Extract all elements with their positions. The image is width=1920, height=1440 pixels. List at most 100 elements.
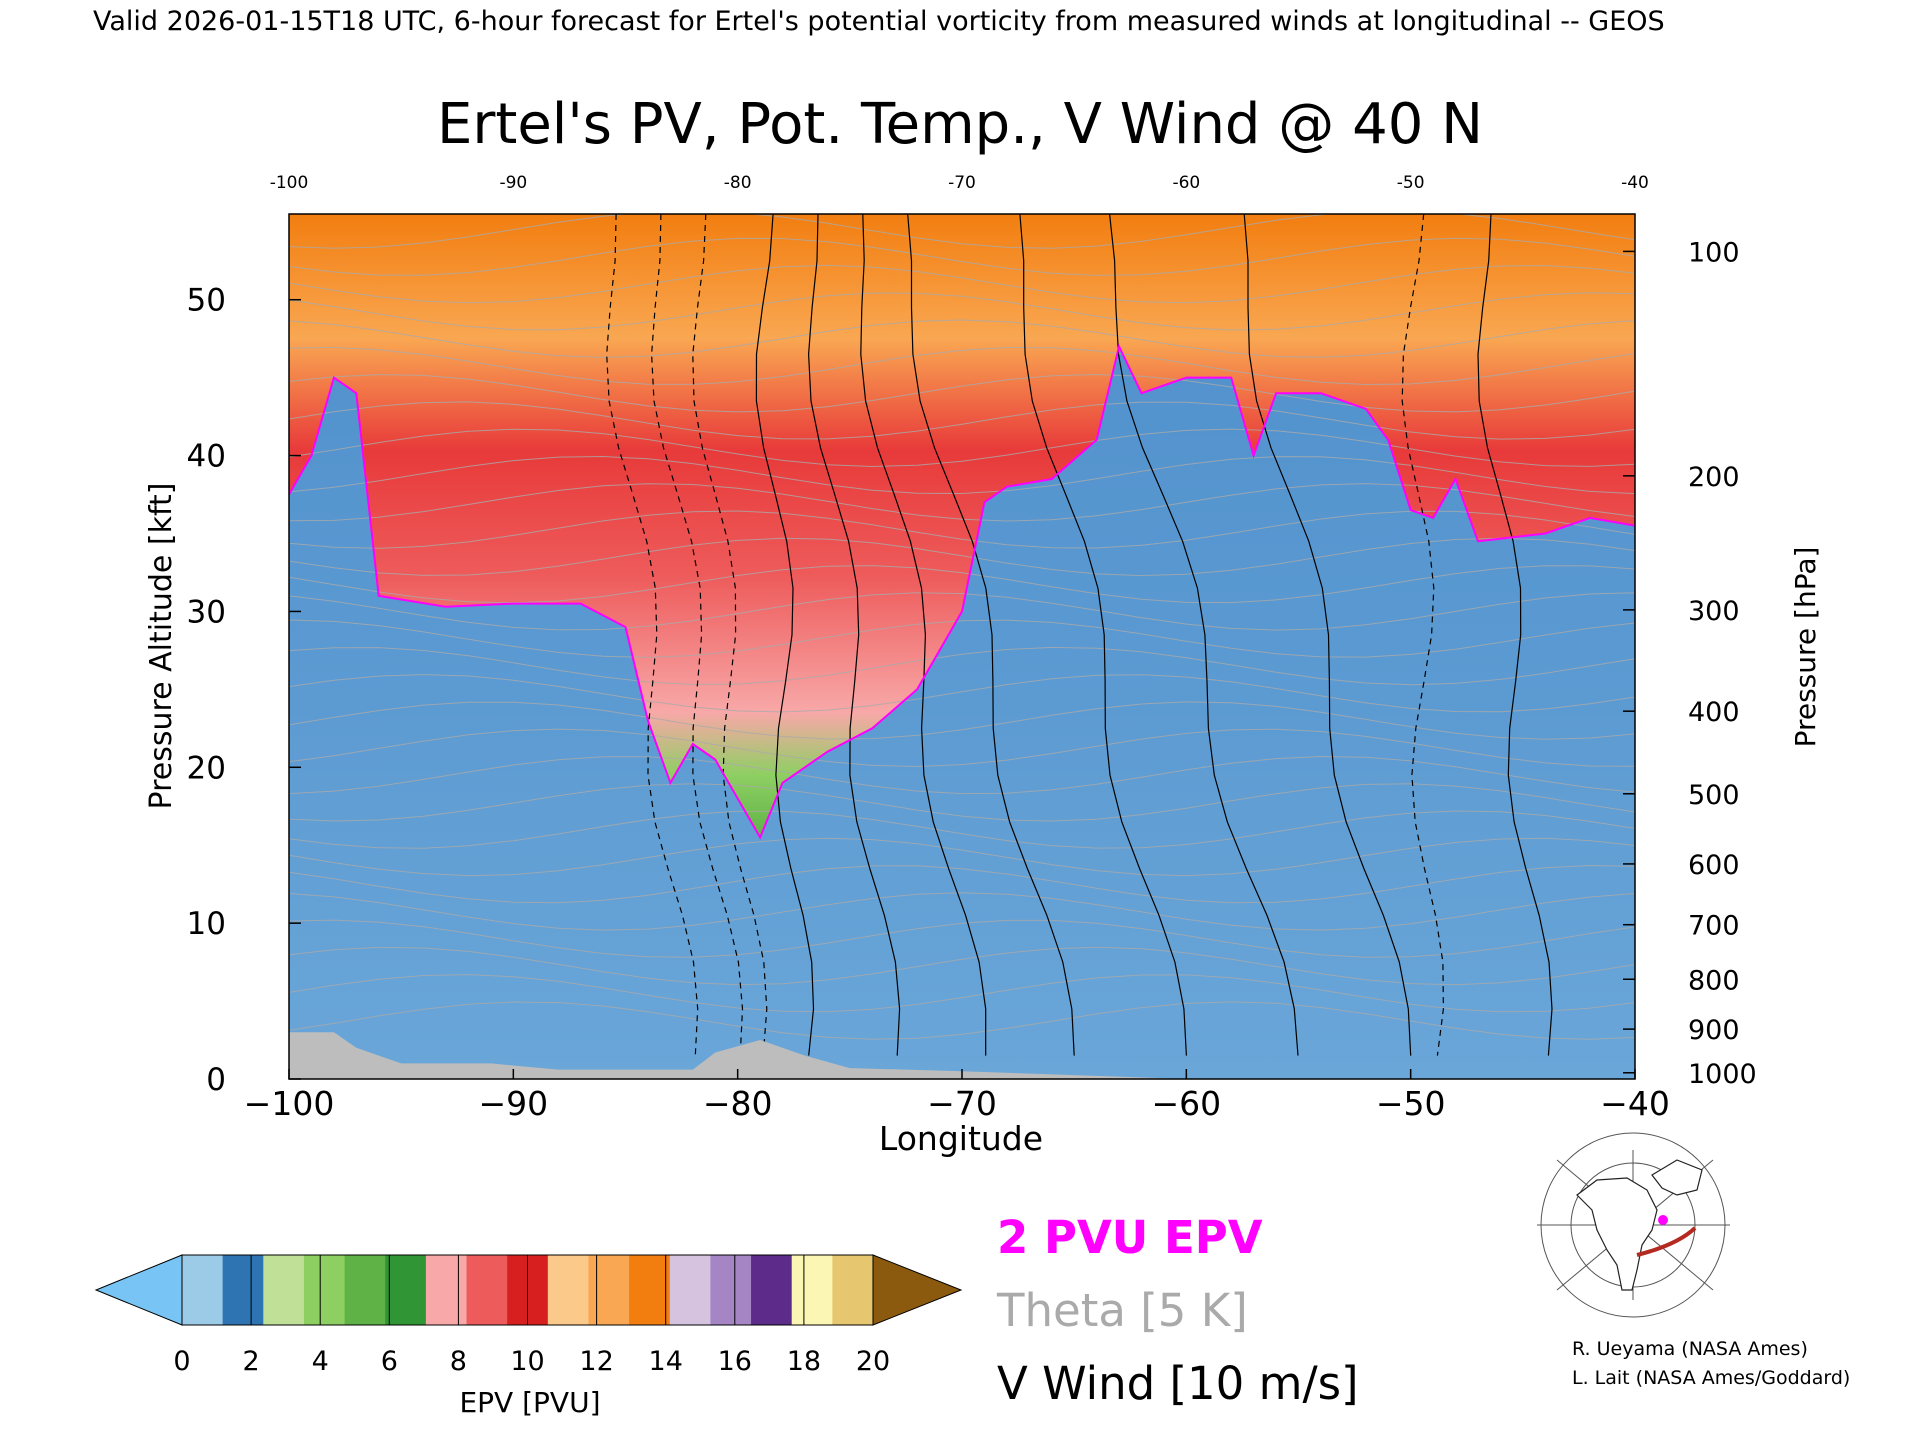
- x-axis-top: -100 -90 -80 -70 -60 -50 -40: [270, 173, 1649, 193]
- colorbar-swatch: [751, 1255, 793, 1325]
- theta-contour: [289, 592, 1635, 631]
- x-top-tick-label: -50: [1397, 173, 1425, 193]
- theta-contour: [289, 537, 1635, 577]
- colorbar-swatch: [588, 1255, 630, 1325]
- colorbar-tick-label: 20: [856, 1346, 890, 1377]
- theta-contour: [289, 455, 1635, 495]
- theta-contour: [289, 1001, 1635, 1040]
- wind-contour: [807, 214, 901, 1056]
- y2-axis-label: Pressure [hPa]: [1789, 547, 1822, 748]
- theta-contour: [289, 346, 1635, 386]
- colorbar-swatch: [344, 1255, 386, 1325]
- theta-contour: [289, 428, 1635, 468]
- theta-contour: [289, 892, 1635, 931]
- wind-contour: [1019, 214, 1187, 1056]
- x-top-tick-label: -100: [270, 173, 309, 193]
- theta-contour: [289, 755, 1635, 795]
- y-axis-left: 0 10 20 30 40 50: [187, 283, 301, 1098]
- theta-contour: [289, 401, 1635, 440]
- colorbar-swatch: [791, 1255, 833, 1325]
- y-tick-label: 50: [187, 283, 226, 319]
- colorbar-swatch: [263, 1255, 305, 1325]
- credit-line-2: L. Lait (NASA Ames/Goddard): [1572, 1367, 1850, 1389]
- pv2-tropopause-line: [289, 343, 1635, 840]
- theta-contour: [289, 292, 1635, 331]
- theta-contour: [289, 214, 1635, 249]
- colorbar-tick-label: 4: [312, 1346, 329, 1377]
- theta-contour: [289, 319, 1635, 358]
- x-tick-label: −50: [1376, 1084, 1446, 1123]
- theta-contour: [289, 237, 1635, 276]
- x-tick-label: −60: [1152, 1084, 1222, 1123]
- x-top-tick-label: -80: [724, 173, 752, 193]
- colorbar: 0 2 4 6 8 10 12 14 16 18 20: [94, 1254, 963, 1377]
- theta-contour: [289, 619, 1635, 658]
- colorbar-swatch: [629, 1255, 671, 1325]
- colorbar-swatch: [182, 1255, 224, 1325]
- colorbar-tick-label: 8: [450, 1346, 467, 1377]
- colorbar-swatch: [385, 1255, 427, 1325]
- legend-theta: Theta [5 K]: [996, 1284, 1248, 1337]
- colorbar-swatch: [466, 1255, 508, 1325]
- colorbar-tick-label: 6: [381, 1346, 398, 1377]
- x-top-tick-label: -40: [1621, 173, 1649, 193]
- wind-contour: [755, 214, 815, 1056]
- wind-contour: [907, 214, 1075, 1056]
- colorbar-tick-label: 14: [649, 1346, 683, 1377]
- pressure-tick-label: 800: [1688, 965, 1740, 996]
- pressure-tick-label: 500: [1688, 780, 1740, 811]
- pressure-tick-label: 200: [1688, 462, 1740, 493]
- x-top-tick-label: -60: [1172, 173, 1200, 193]
- x-tick-label: −40: [1600, 1084, 1670, 1123]
- y-tick-label: 40: [187, 439, 226, 475]
- colorbar-tick-label: 0: [173, 1346, 190, 1377]
- colorbar-tick-label: 2: [243, 1346, 260, 1377]
- colorbar-swatch: [547, 1255, 589, 1325]
- theta-contour: [289, 810, 1635, 849]
- colorbar-swatch: [222, 1255, 264, 1325]
- theta-contour: [289, 646, 1635, 686]
- pressure-tick-label: 400: [1688, 697, 1740, 728]
- header-text: Valid 2026-01-15T18 UTC, 6-hour forecast…: [93, 6, 1665, 37]
- colorbar-swatch: [669, 1255, 711, 1325]
- theta-contour: [289, 674, 1635, 713]
- inset-map: [1537, 1132, 1730, 1318]
- theta-contour: [289, 701, 1635, 740]
- theta-contour: [289, 783, 1635, 822]
- y-tick-label: 0: [206, 1062, 226, 1098]
- colorbar-swatch: [832, 1255, 874, 1325]
- pressure-tick-label: 1000: [1688, 1059, 1757, 1090]
- chart-title: Ertel's PV, Pot. Temp., V Wind @ 40 N: [437, 92, 1483, 157]
- wind-contour: [1477, 214, 1553, 1056]
- theta-contour: [289, 864, 1635, 904]
- terrain-fill: [289, 1032, 1635, 1079]
- wind-contour: [1109, 214, 1299, 1056]
- colorbar-swatch: [710, 1255, 752, 1325]
- wind-contour: [1401, 214, 1445, 1056]
- credit-line-1: R. Ueyama (NASA Ames): [1572, 1338, 1808, 1360]
- x-tick-label: −70: [927, 1084, 997, 1123]
- theta-contour: [289, 919, 1635, 958]
- wind-contours: [606, 214, 1553, 1056]
- y-tick-label: 20: [187, 750, 226, 786]
- theta-contour: [289, 837, 1635, 877]
- colorbar-tick-label: 18: [787, 1346, 821, 1377]
- theta-contour: [289, 510, 1635, 549]
- colorbar-swatch: [425, 1255, 468, 1325]
- legend-wind: V Wind [10 m/s]: [997, 1357, 1359, 1410]
- plot-area: [289, 214, 1635, 1079]
- x-tick-label: −80: [703, 1084, 773, 1123]
- x-axis-label: Longitude: [879, 1119, 1043, 1158]
- colorbar-tick-label: 10: [510, 1346, 544, 1377]
- x-tick-label: −100: [244, 1084, 335, 1123]
- x-tick-label: −90: [479, 1084, 549, 1123]
- y-axis-label: Pressure Altitude [kft]: [144, 483, 179, 810]
- colorbar-tick-label: 16: [718, 1346, 752, 1377]
- legend-pv2: 2 PVU EPV: [997, 1211, 1263, 1264]
- colorbar-tick-label: 12: [579, 1346, 613, 1377]
- colorbar-min-arrow: [94, 1254, 183, 1326]
- x-axis-bottom: −100 −90 −80 −70 −60 −50 −40: [244, 1069, 1670, 1123]
- theta-contour: [289, 483, 1635, 522]
- colorbar-swatch: [303, 1255, 346, 1325]
